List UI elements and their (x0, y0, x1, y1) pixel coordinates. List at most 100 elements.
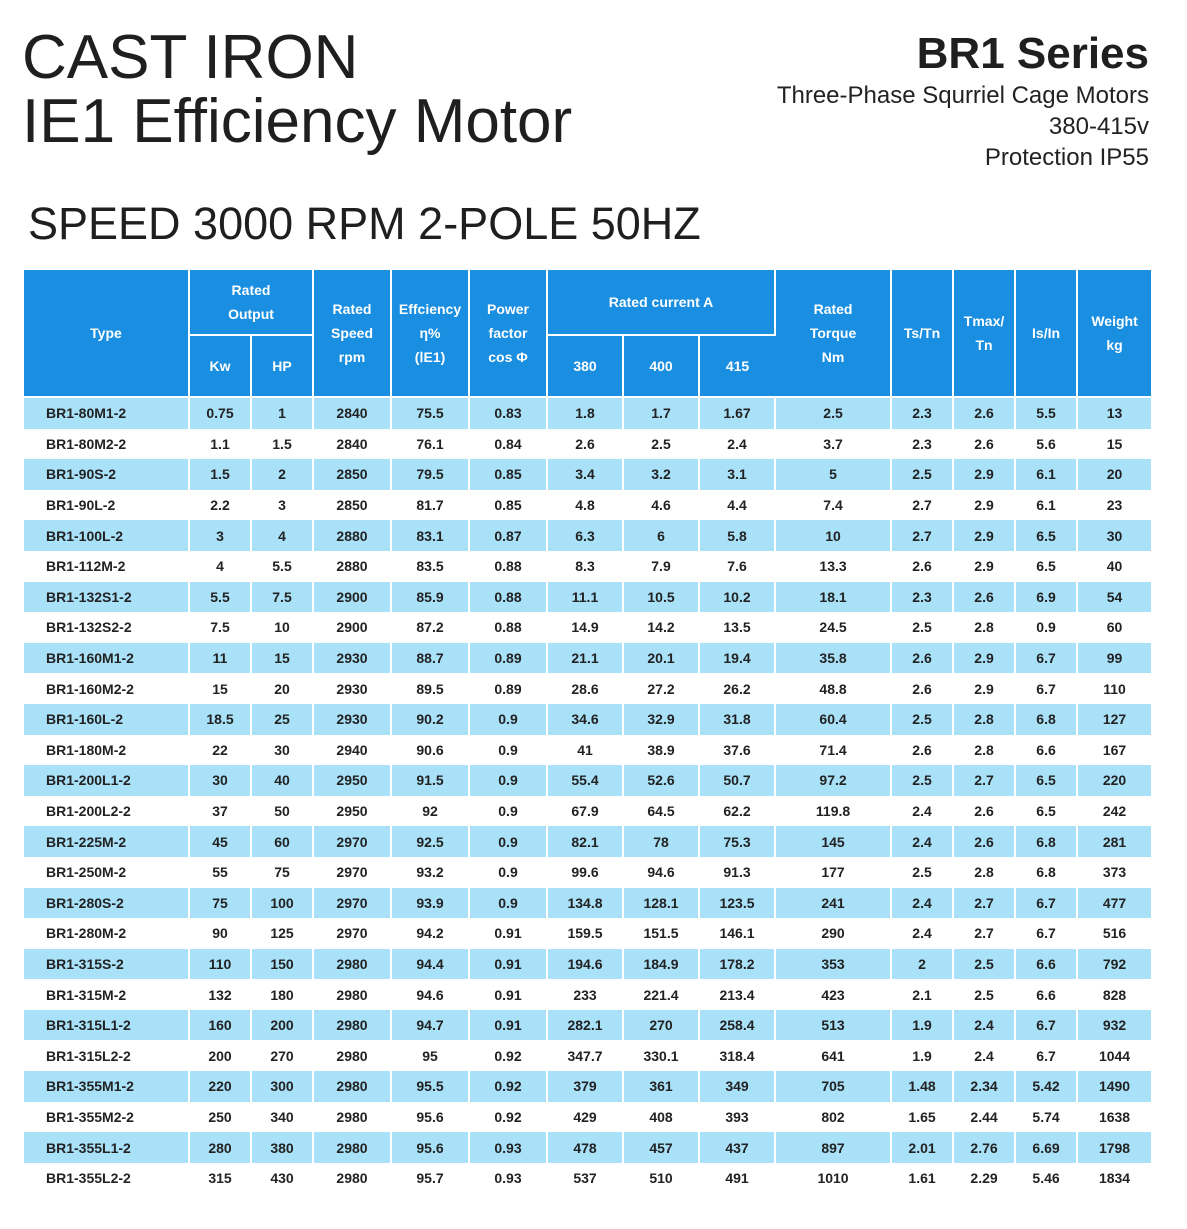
table-row: BR1-315L1-2 160 200 2980 94.7 0.91 282.1 270 258… (24, 1009, 1152, 1041)
cell-power-factor: 0.87 (469, 520, 548, 551)
cell-current-380: 6.3 (547, 520, 624, 551)
cell-current-400: 1.7 (623, 397, 700, 429)
spec-table-body: BR1-80M1-2 0.75 1 2840 75.5 0.83 1.8 1.7 1.67 2.5… (24, 397, 1152, 1194)
subtitle-voltage: 380-415v (1048, 113, 1149, 140)
cell-tmax-tn: 2.5 (953, 979, 1017, 1010)
cell-efficiency: 91.5 (391, 765, 470, 796)
cell-current-400: 64.5 (623, 795, 700, 827)
table-row: BR1-112M-2 4 5.5 2880 83.5 0.88 8.3 7.9 7.6 13.3 2… (24, 550, 1152, 582)
cell-torque: 71.4 (775, 734, 893, 766)
cell-ts-tn: 2.01 (891, 1132, 955, 1163)
cell-ts-tn: 2.7 (891, 489, 955, 521)
cell-hp: 30 (251, 734, 314, 766)
cell-hp: 125 (251, 918, 314, 949)
cell-type: BR1-225M-2 (24, 826, 190, 857)
header-current-400: 400 (623, 335, 700, 398)
cell-weight: 15 (1077, 428, 1152, 460)
cell-efficiency: 92.5 (391, 826, 470, 857)
cell-speed: 2970 (313, 856, 392, 888)
cell-torque: 705 (775, 1071, 893, 1102)
cell-kw: 250 (189, 1101, 252, 1133)
cell-is-in: 6.7 (1015, 1040, 1079, 1072)
cell-ts-tn: 2.6 (891, 734, 955, 766)
cell-weight: 281 (1077, 826, 1152, 857)
cell-tmax-tn: 2.8 (953, 703, 1017, 735)
cell-type: BR1-355L2-2 (24, 1162, 190, 1194)
cell-weight: 20 (1077, 459, 1152, 490)
cell-power-factor: 0.91 (469, 918, 548, 949)
header-hp: HP (251, 335, 314, 398)
cell-efficiency: 85.9 (391, 581, 470, 613)
cell-power-factor: 0.9 (469, 795, 548, 827)
cell-tmax-tn: 2.8 (953, 856, 1017, 888)
cell-tmax-tn: 2.6 (953, 397, 1017, 429)
cell-current-400: 38.9 (623, 734, 700, 766)
cell-current-415: 178.2 (699, 948, 777, 980)
cell-current-380: 4.8 (547, 489, 624, 521)
cell-torque: 13.3 (775, 550, 893, 582)
cell-torque: 5 (775, 459, 893, 490)
cell-hp: 75 (251, 856, 314, 888)
cell-power-factor: 0.88 (469, 581, 548, 613)
cell-current-380: 478 (547, 1132, 624, 1163)
cell-current-400: 7.9 (623, 550, 700, 582)
cell-hp: 270 (251, 1040, 314, 1072)
header-line: Tmax/ (963, 313, 1005, 329)
cell-hp: 180 (251, 979, 314, 1010)
cell-current-415: 258.4 (699, 1009, 777, 1041)
cell-current-400: 330.1 (623, 1040, 700, 1072)
cell-torque: 10 (775, 520, 893, 551)
cell-tmax-tn: 2.6 (953, 428, 1017, 460)
cell-hp: 300 (251, 1071, 314, 1102)
cell-is-in: 0.9 (1015, 612, 1079, 643)
cell-weight: 477 (1077, 887, 1152, 919)
cell-is-in: 5.5 (1015, 397, 1079, 429)
cell-power-factor: 0.89 (469, 673, 548, 704)
cell-tmax-tn: 2.5 (953, 948, 1017, 980)
title-block: CAST IRON IE1 Efficiency Motor (22, 26, 572, 154)
cell-speed: 2980 (313, 948, 392, 980)
cell-current-415: 1.67 (699, 397, 777, 429)
cell-tmax-tn: 2.9 (953, 550, 1017, 582)
series-block: BR1 Series Three-Phase Squrriel Cage Mot… (777, 28, 1149, 173)
cell-power-factor: 0.93 (469, 1132, 548, 1163)
cell-tmax-tn: 2.8 (953, 734, 1017, 766)
cell-hp: 40 (251, 765, 314, 796)
cell-speed: 2980 (313, 1162, 392, 1194)
cell-weight: 30 (1077, 520, 1152, 551)
cell-efficiency: 90.6 (391, 734, 470, 766)
cell-ts-tn: 2.4 (891, 795, 955, 827)
cell-efficiency: 87.2 (391, 612, 470, 643)
cell-torque: 60.4 (775, 703, 893, 735)
cell-kw: 1.1 (189, 428, 252, 460)
cell-tmax-tn: 2.6 (953, 795, 1017, 827)
cell-type: BR1-100L-2 (24, 520, 190, 551)
cell-kw: 75 (189, 887, 252, 919)
header-efficiency: Effciency η% (ⅠE1) (391, 270, 470, 398)
cell-kw: 15 (189, 673, 252, 704)
header-power-factor: Power factor cos Φ (469, 270, 548, 398)
cell-torque: 18.1 (775, 581, 893, 613)
header-line: (ⅠE1) (414, 349, 446, 365)
cell-type: BR1-132S1-2 (24, 581, 190, 613)
cell-weight: 1638 (1077, 1101, 1152, 1133)
cell-ts-tn: 1.61 (891, 1162, 955, 1194)
cell-is-in: 6.1 (1015, 459, 1079, 490)
table-row: BR1-90L-2 2.2 3 2850 81.7 0.85 4.8 4.6 4.4 7.4 2.7… (24, 489, 1152, 521)
subtitle-protection: Protection IP55 (984, 144, 1149, 171)
cell-kw: 45 (189, 826, 252, 857)
cell-torque: 513 (775, 1009, 893, 1041)
cell-weight: 516 (1077, 918, 1152, 949)
cell-kw: 315 (189, 1162, 252, 1194)
cell-weight: 60 (1077, 612, 1152, 643)
cell-current-415: 37.6 (699, 734, 777, 766)
cell-torque: 2.5 (775, 397, 893, 429)
header-line: Torque (809, 325, 857, 341)
cell-power-factor: 0.92 (469, 1071, 548, 1102)
table-row: BR1-160M1-2 11 15 2930 88.7 0.89 21.1 20.1 19.4 3… (24, 642, 1152, 674)
cell-kw: 0.75 (189, 397, 252, 429)
cell-ts-tn: 1.65 (891, 1101, 955, 1133)
cell-hp: 380 (251, 1132, 314, 1163)
table-row: BR1-200L1-2 30 40 2950 91.5 0.9 55.4 52.6 50.7 97… (24, 765, 1152, 796)
header-is-in: Is/In (1015, 270, 1079, 398)
